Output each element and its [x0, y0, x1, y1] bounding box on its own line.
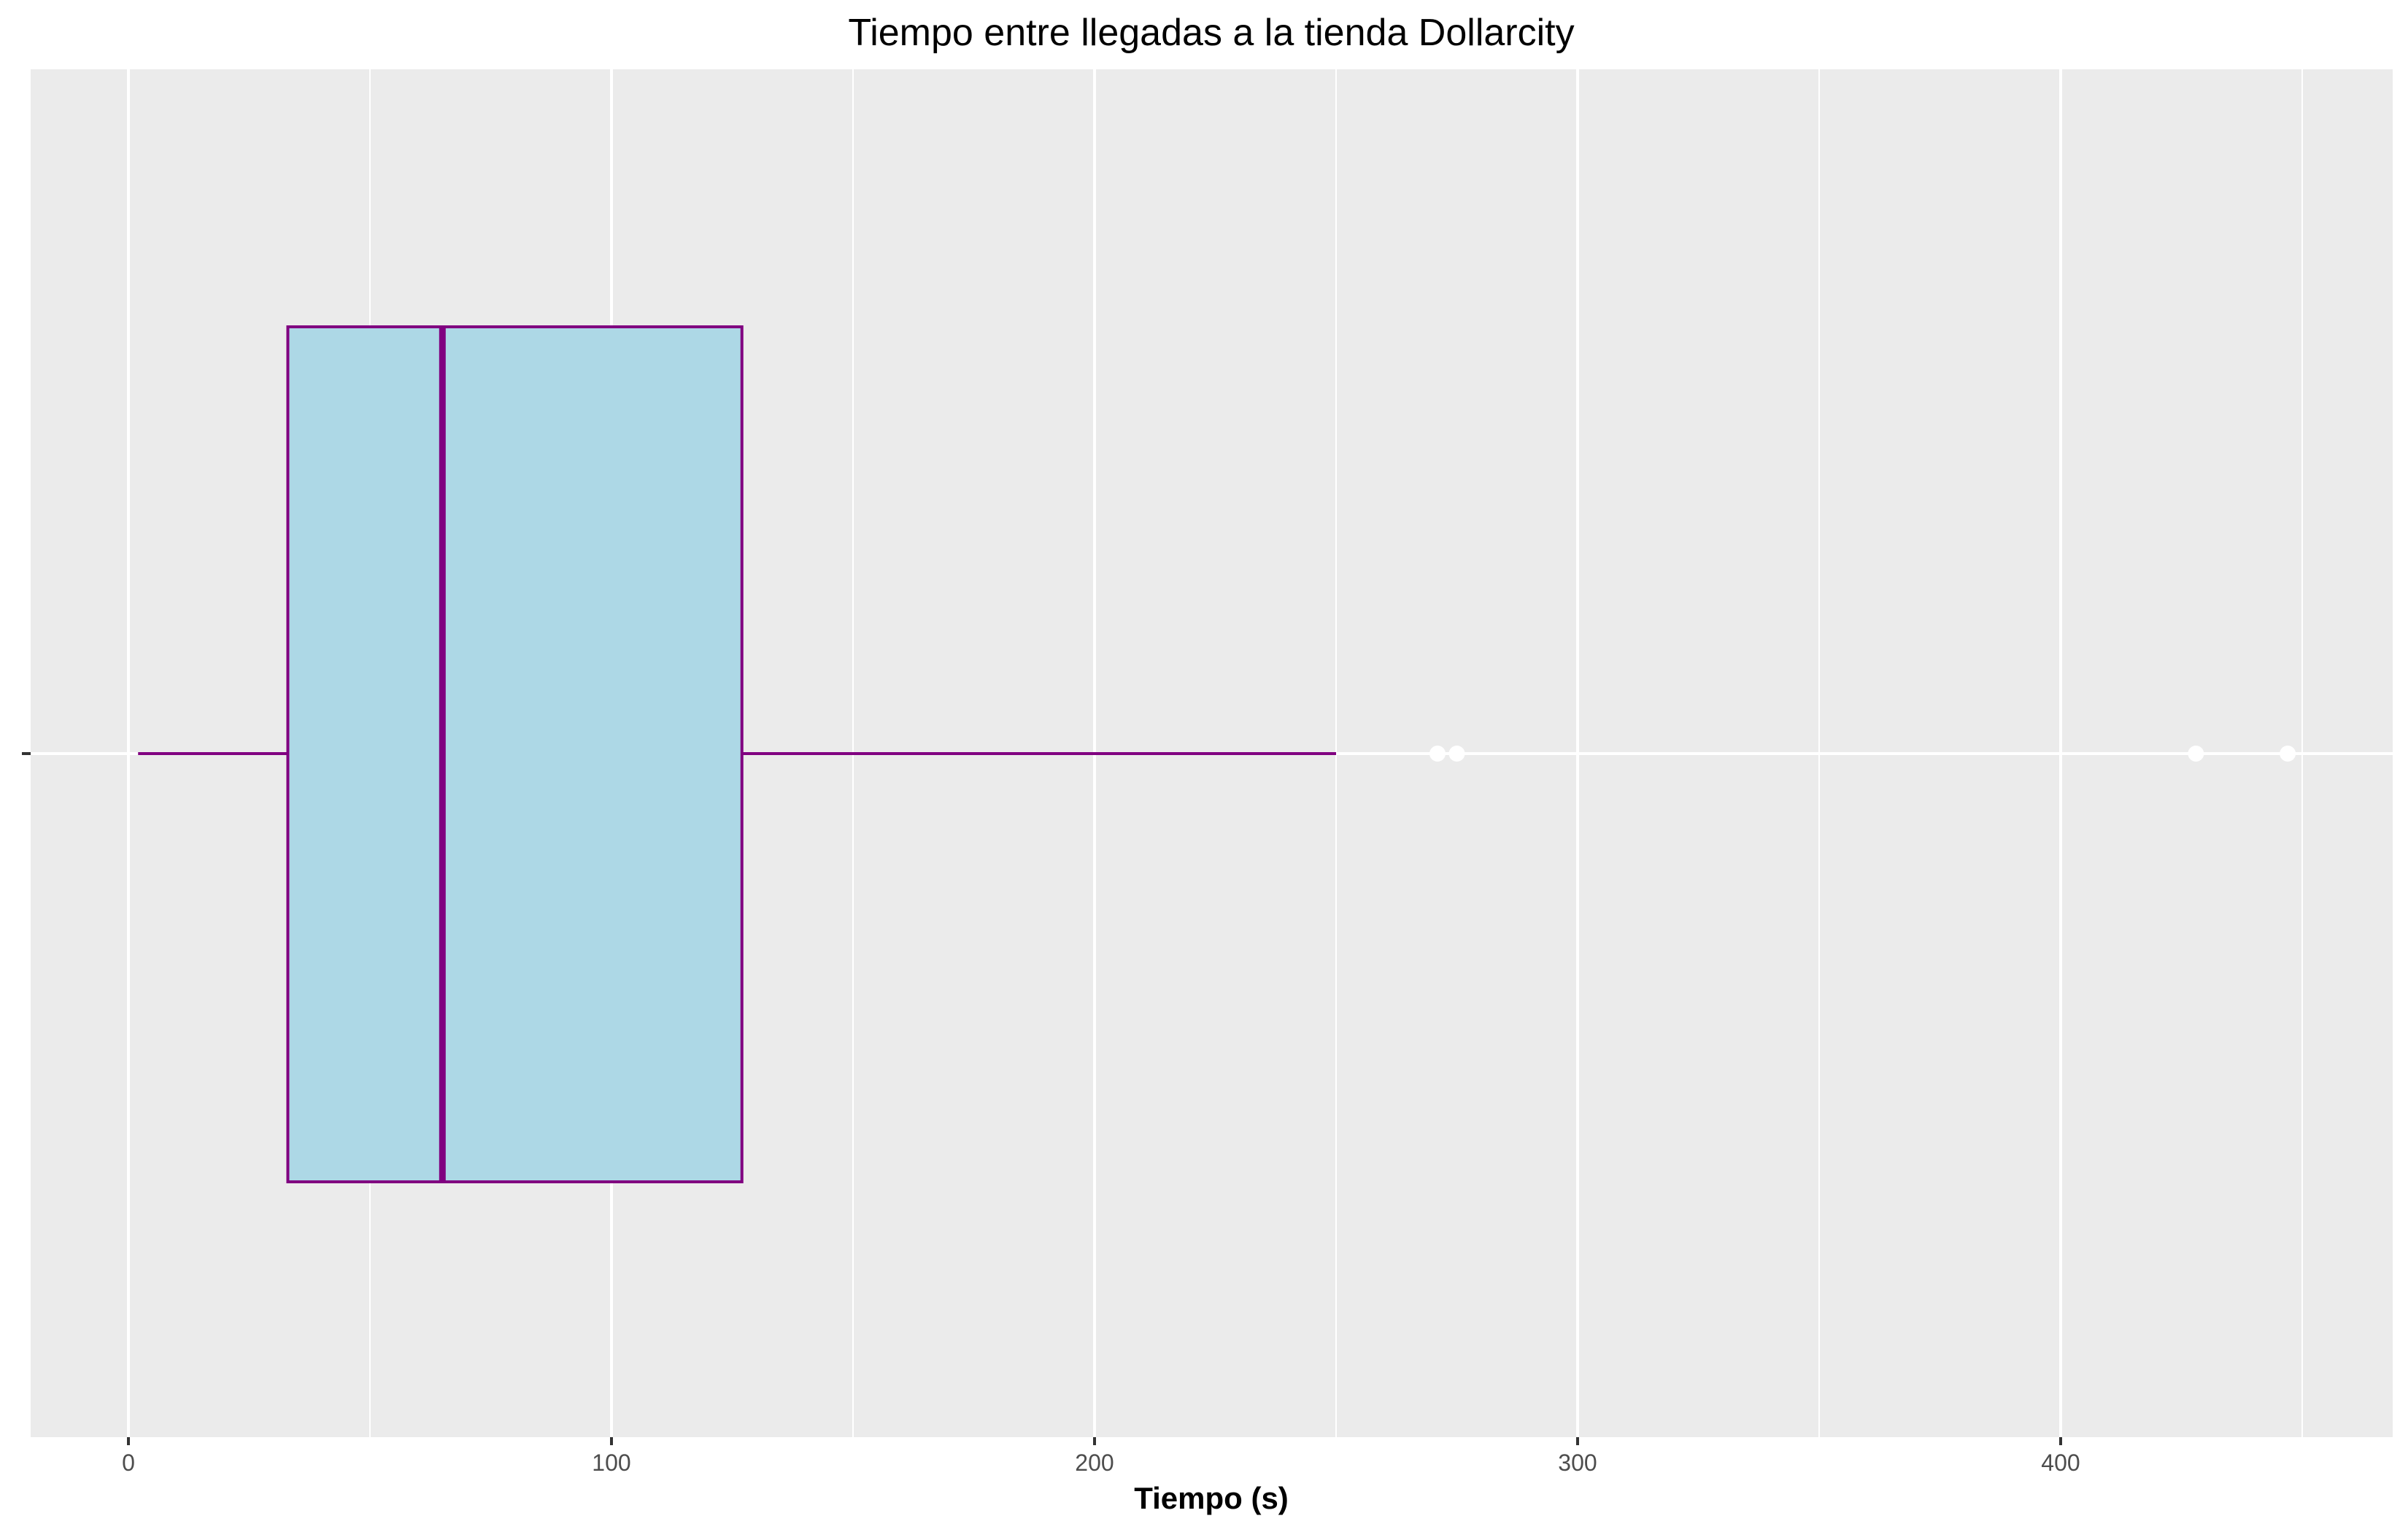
chart-title: Tiempo entre llegadas a la tienda Dollar…: [848, 12, 1574, 54]
outlier-point: [1448, 746, 1465, 762]
x-tick-label: 200: [1075, 1450, 1114, 1476]
outlier-point: [2188, 746, 2204, 762]
x-axis-tick-labels: 0 100 200 300 400: [122, 1450, 2080, 1476]
x-tick-label: 300: [1558, 1450, 1597, 1476]
x-tick-label: 400: [2041, 1450, 2080, 1476]
outliers: [1429, 746, 2296, 762]
x-tick-label: 100: [592, 1450, 630, 1476]
boxplot: [138, 325, 2296, 1183]
x-tick-label: 0: [122, 1450, 135, 1476]
iqr-box: [286, 325, 744, 1183]
x-axis-ticks: [127, 1437, 2062, 1445]
x-axis-label: Tiempo (s): [1134, 1481, 1289, 1515]
outlier-point: [1429, 746, 1446, 762]
outlier-point: [2280, 746, 2296, 762]
